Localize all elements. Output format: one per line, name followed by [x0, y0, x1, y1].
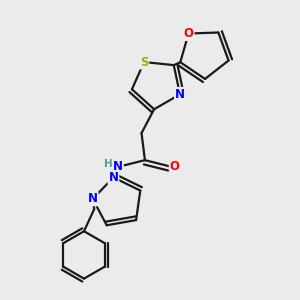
- Text: N: N: [108, 171, 118, 184]
- Text: S: S: [140, 56, 148, 68]
- Text: H: H: [104, 159, 113, 169]
- Text: N: N: [88, 192, 98, 206]
- Text: O: O: [184, 27, 194, 40]
- Text: N: N: [175, 88, 185, 101]
- Text: O: O: [170, 160, 180, 173]
- Text: N: N: [113, 160, 123, 173]
